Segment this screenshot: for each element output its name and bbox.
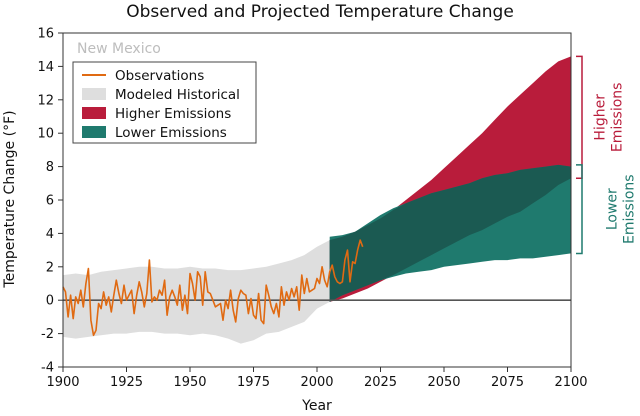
- y-tick-label: 2: [46, 260, 54, 275]
- y-tick-label: 14: [37, 60, 54, 75]
- x-tick-label: 2075: [491, 375, 524, 390]
- y-tick-label: 0: [46, 294, 54, 309]
- higher-emissions-label-line: Emissions: [610, 83, 626, 153]
- higher-emissions-bracket: [576, 55, 583, 180]
- scenario-overlap-band: [329, 164, 571, 302]
- x-tick-label: 2050: [427, 375, 460, 390]
- x-axis-label: Year: [301, 398, 332, 414]
- legend: Observations Modeled Historical Higher Emi…: [72, 61, 257, 144]
- lower-emissions-bracket-label: Lower Emissions: [605, 174, 638, 244]
- y-tick-label: 6: [46, 194, 54, 209]
- y-tick-label: -2: [41, 327, 54, 342]
- x-tick-label: 1975: [237, 375, 270, 390]
- x-tick-label: 2025: [364, 375, 397, 390]
- chart-title: Observed and Projected Temperature Chang…: [126, 2, 514, 22]
- y-tick-label: 4: [46, 227, 54, 242]
- y-tick-label: 8: [46, 160, 54, 175]
- y-axis-label: Temperature Change (°F): [2, 110, 18, 288]
- legend-swatch: [82, 88, 106, 100]
- y-tick-label: -4: [41, 361, 54, 376]
- y-tick-label: 16: [37, 27, 54, 42]
- lower-emissions-bracket: [576, 164, 583, 255]
- x-tick-label: 1950: [173, 375, 206, 390]
- lower-emissions-label-line: Lower: [605, 188, 621, 230]
- higher-emissions-bracket-label: Higher Emissions: [593, 83, 626, 153]
- axes: 1900 1925 1950 1975 2000 2025 2050 2075 2100-4-2…: [37, 27, 587, 391]
- legend-entry: Observations: [115, 68, 204, 84]
- legend-entry: Higher Emissions: [115, 106, 231, 122]
- higher-emissions-label-line: Higher: [593, 94, 609, 141]
- y-tick-label: 12: [37, 93, 54, 108]
- series-layer: [62, 56, 571, 344]
- region-label: New Mexico: [77, 41, 161, 57]
- x-tick-label: 1900: [46, 375, 79, 390]
- y-tick-label: 10: [37, 127, 54, 142]
- observations-line: [62, 239, 364, 337]
- lower-emissions-label-line: Emissions: [622, 174, 638, 244]
- legend-entry: Modeled Historical: [115, 87, 240, 103]
- x-tick-label: 1925: [110, 375, 143, 390]
- legend-swatch: [82, 126, 106, 138]
- x-tick-label: 2100: [554, 375, 587, 390]
- legend-entry: Lower Emissions: [115, 125, 227, 141]
- x-tick-label: 2000: [300, 375, 333, 390]
- legend-swatch: [82, 107, 106, 119]
